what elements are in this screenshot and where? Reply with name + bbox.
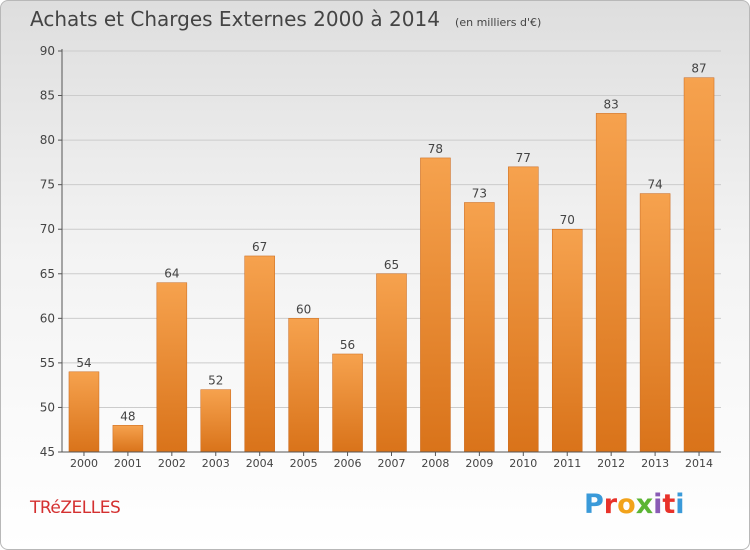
bar-2012 [595,113,627,453]
chart-title-block: Achats et Charges Externes 2000 à 2014 (… [30,7,541,31]
brand-letter: x [635,489,654,520]
bar-2011 [551,228,583,453]
data-label: 48 [120,409,135,423]
y-tick-label: 70 [40,222,55,236]
bar-2004 [244,255,275,453]
data-label: 65 [384,258,399,272]
x-tick-label: 2012 [597,457,625,470]
brand-letter: P [584,489,604,520]
bar-2005 [288,318,319,453]
x-tick-label: 2002 [158,457,186,470]
data-label: 64 [164,267,179,281]
x-tick-label: 2009 [465,457,493,470]
bar-2010 [508,166,539,453]
bar-2006 [332,353,363,453]
y-tick-label: 60 [40,311,55,325]
bar-2003 [200,389,232,453]
bars [68,77,715,453]
brand-letter: r [603,489,618,520]
y-tick-label: 55 [40,356,55,370]
x-tick-label: 2005 [290,457,318,470]
chart-title: Achats et Charges Externes 2000 à 2014 [30,7,440,31]
y-tick-label: 50 [40,400,55,414]
axes: 45 50 55 60 65 70 75 80 85 90 2000 2001 2002 2003 2004… [40,44,721,470]
y-tick-label: 85 [40,89,55,103]
brand-letter: o [617,489,636,520]
x-tick-label: 2007 [378,457,406,470]
x-tick-label: 2003 [202,457,230,470]
data-label: 70 [560,213,575,227]
bar-2008 [420,157,451,453]
x-tick-label: 2006 [334,457,362,470]
data-labels: 54 48 64 52 67 60 56 65 78 73 77 70 83 74 87 [76,62,706,424]
data-label: 87 [691,62,706,76]
y-tick-label: 45 [40,445,55,459]
x-tick-label: 2008 [421,457,449,470]
bar-2013 [639,193,671,453]
y-tick-label: 75 [40,178,55,192]
brand-letter: t [662,489,676,520]
y-tick-label: 80 [40,133,55,147]
x-tick-label: 2001 [114,457,142,470]
x-tick-label: 2000 [70,457,98,470]
data-label: 83 [604,97,619,111]
data-label: 54 [76,356,91,370]
y-tick-label: 90 [40,44,55,58]
bar-2002 [156,282,188,453]
bar-2009 [464,202,495,453]
x-tick-label: 2014 [685,457,713,470]
brand-logo: Proxiti [584,489,685,520]
brand-letter: i [653,489,663,520]
x-tick-label: 2004 [246,457,274,470]
y-tick-label: 65 [40,267,55,281]
data-label: 73 [472,186,487,200]
bar-2001 [112,425,144,453]
bar-2014 [683,77,715,453]
bar-2000 [68,371,100,453]
x-tick-label: 2013 [641,457,669,470]
x-tick-label: 2010 [509,457,537,470]
data-label: 52 [208,374,223,388]
location-label: TRéZELLES [30,498,121,518]
data-label: 67 [252,240,267,254]
x-tick-label: 2011 [553,457,581,470]
bar-2007 [376,273,407,453]
chart-unit-note: (en milliers d'€) [455,16,542,29]
data-label: 56 [340,338,355,352]
data-label: 74 [647,178,662,192]
data-label: 77 [516,151,531,165]
brand-letter: i [675,489,685,520]
data-label: 60 [296,302,311,316]
data-label: 78 [428,142,443,156]
